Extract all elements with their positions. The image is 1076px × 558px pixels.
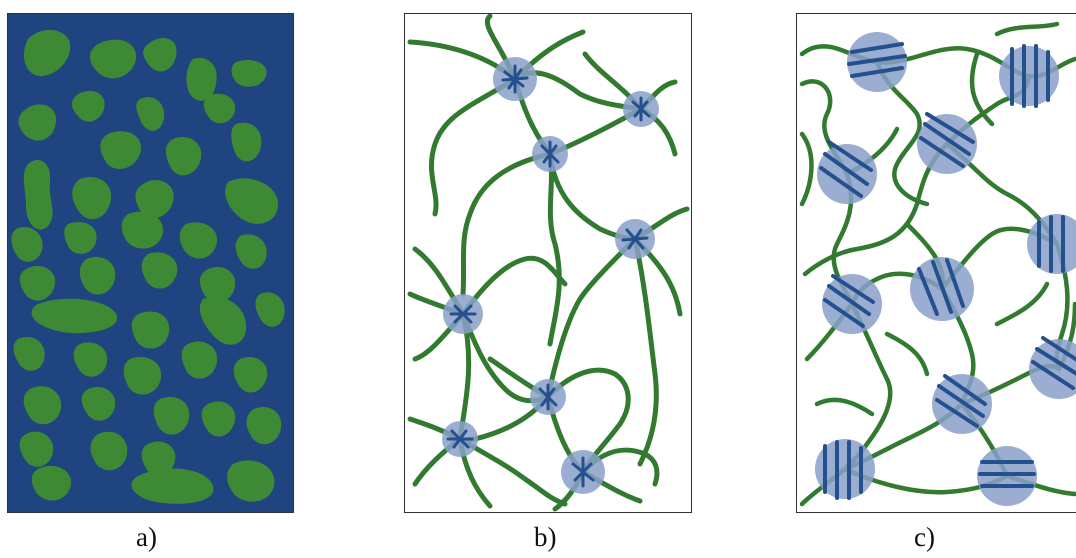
domain [199,266,236,303]
core-chain-segments [446,64,651,488]
micelle-cores [442,57,659,494]
domain [231,122,262,162]
lamellar-stripes [819,42,1076,500]
domain [186,57,217,101]
chain [547,151,562,347]
domain [153,396,190,435]
domain [79,256,116,295]
domain [141,441,176,477]
domain [90,431,128,471]
panel-a [7,13,294,513]
domain [231,59,267,87]
domain [233,356,268,393]
chain [460,151,553,297]
domain [64,222,97,254]
domain [23,29,71,77]
domain [165,136,202,176]
domain [141,252,178,289]
domain [225,178,278,224]
domain [136,97,165,131]
domain [73,342,108,377]
domain [131,468,214,504]
domain [81,386,116,421]
domain [246,406,282,445]
chain [545,236,638,400]
domain [203,93,236,124]
chain [457,436,568,507]
chain [460,255,568,317]
domain [89,39,137,79]
domain [72,90,105,122]
domain [31,298,118,334]
domain [121,211,164,249]
domain [123,356,162,395]
domain [18,104,57,141]
domain [13,336,45,371]
chain [429,76,518,217]
panel-a-figure [11,29,285,504]
domain [31,465,72,501]
domain [201,401,236,437]
caption-b: b) [534,522,557,552]
domain [23,386,62,425]
domain [227,460,275,502]
domain [19,431,54,467]
chain [545,367,631,475]
domain [100,131,142,169]
chain [632,236,659,467]
domain [19,265,56,301]
domain [199,296,247,345]
domain [135,180,174,219]
green-domains [11,29,285,504]
panel-b [404,13,692,513]
domain [143,37,177,72]
domain [23,160,53,230]
panel-c-figure [799,21,1076,507]
domain [181,341,218,379]
domain [72,176,112,220]
domain [255,292,285,327]
panel-b-figure [407,14,690,512]
caption-c: c) [914,522,935,552]
panel-c [796,13,1076,513]
domain [131,311,170,349]
domain [11,226,43,262]
caption-a: a) [136,522,157,552]
domain [235,234,267,269]
domain [179,222,218,259]
